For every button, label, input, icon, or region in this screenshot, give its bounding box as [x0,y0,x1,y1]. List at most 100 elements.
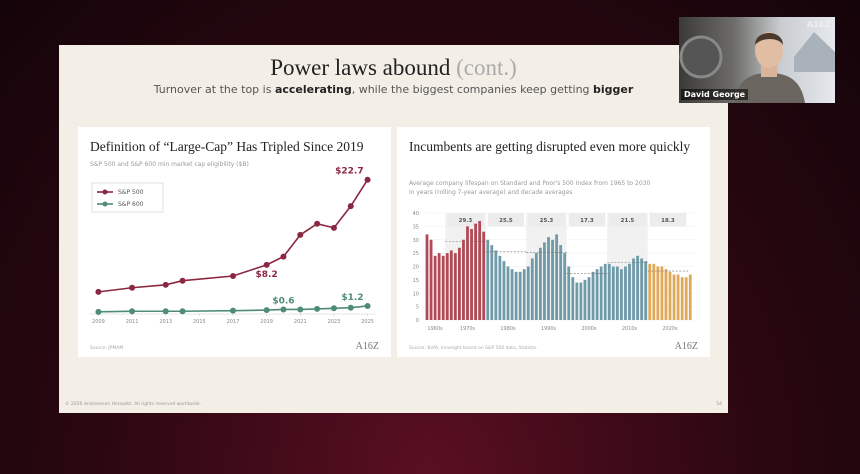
point [314,305,321,312]
legend-box [91,182,164,213]
bar [611,266,615,320]
bar [506,266,510,320]
title-suffix: (cont.) [456,55,517,80]
bar [684,277,688,320]
legend-label: S&P 600 [118,201,144,208]
bar [490,245,494,320]
point [129,308,136,315]
bar [680,277,684,320]
average-label-box [609,213,646,226]
bar [494,250,498,320]
bar [672,274,676,320]
x-tick-label: 2021 [294,319,307,325]
bar [591,271,595,320]
bar [644,261,648,320]
title-main: Power laws abound [270,55,451,80]
bar [539,247,542,320]
bar [632,258,635,320]
y-tick-label: 5 [416,305,419,311]
x-tick-label: 2011 [126,319,139,325]
average-label: 25.3 [540,218,554,224]
data-label: $8.2 [256,270,278,280]
y-tick-label: 30 [413,238,419,244]
y-tick-label: 0 [416,318,419,324]
bar [474,223,477,320]
bar [636,255,639,320]
source: Source: BofA, Innosight based on S&P 500… [409,346,538,351]
bar [518,271,522,320]
chart-title: Incumbents are getting disrupted even mo… [409,139,691,154]
point [297,306,304,313]
bar [441,255,445,320]
point [263,261,270,268]
bar [543,242,546,320]
point [330,305,337,312]
slide-subtitle: Turnover at the top is accelerating, whi… [59,83,728,96]
bar [551,239,554,320]
point [347,304,354,311]
bar [462,239,465,320]
bar [567,266,571,320]
bar [486,239,490,320]
average-label-box [447,213,484,226]
logo: A16Z [355,341,379,352]
source: Source: JPMAM [90,346,124,351]
bar [514,271,518,320]
background-object [679,35,723,79]
x-tick-label: 2017 [227,319,240,325]
data-label: $0.6 [272,296,294,306]
background-mountain [794,32,835,72]
x-tick-label: 1980s [500,326,516,332]
series-line [98,179,369,293]
participant-name: David George [681,89,749,100]
x-tick-label: 2010s [622,326,638,332]
bar [437,253,441,320]
average-label-box [649,213,687,226]
bar-chart: 29.3 25.5 25.3 17.3 21.5 18.3 0 5 10 15 20 25 30 35 40… [413,211,695,332]
y-tick-label: 10 [413,291,419,297]
point [280,306,287,313]
point [314,220,321,227]
bar [470,229,473,320]
x-tick-label: 2009 [92,319,105,325]
bar [445,253,449,320]
x-tick-label: 2015 [193,319,206,325]
bar [522,269,526,320]
point [162,281,169,288]
bar [583,279,587,320]
x-tick-label: 1990s [541,326,557,332]
point [364,302,371,309]
bar [587,277,591,320]
bar [433,255,437,320]
head [755,32,783,68]
subtitle-bold: bigger [593,83,634,96]
point [330,224,337,231]
left-panel: Definition of “Large-Cap” Has Tripled Si… [78,127,391,357]
x-tick-label: 2019 [260,319,273,325]
legend-marker [102,201,108,207]
chart-title: Definition of “Large-Cap” Has Tripled Si… [90,139,364,154]
bar [652,263,656,320]
hair [755,33,783,45]
bar [466,226,469,320]
bar [458,247,461,320]
point [364,176,371,183]
shoulders [734,73,805,103]
x-tick-label: 1960s [427,326,443,332]
bar [502,261,506,320]
x-tick-label: 1970s [460,326,476,332]
legend-marker [102,189,108,195]
slide-title: Power laws abound (cont.) [59,55,728,81]
point [280,253,287,260]
right-panel: Incumbents are getting disrupted even mo… [397,127,710,357]
point [297,231,304,238]
bar [624,266,627,320]
chart-subtitle: S&P 500 and S&P 600 min market cap eligi… [90,161,249,168]
average-label-box [487,213,525,226]
bar [510,269,514,320]
participant [679,32,835,103]
footer: © 2026 Andreessen Horowitz. All rights r… [65,402,202,407]
page-number: 54 [716,402,722,407]
bar [555,234,558,320]
